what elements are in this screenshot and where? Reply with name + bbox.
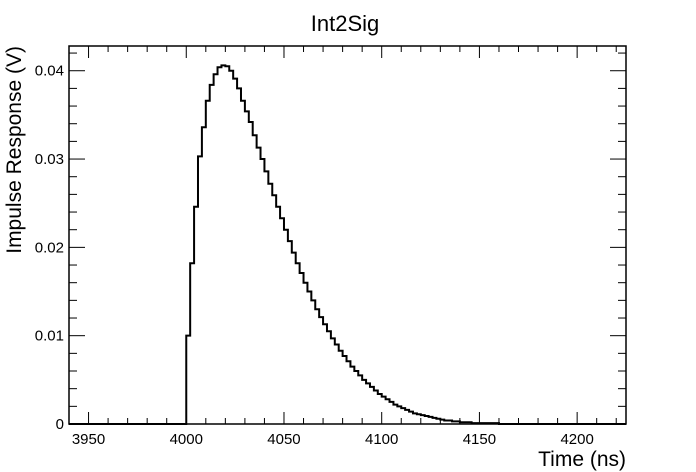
chart-title: Int2Sig (311, 11, 380, 36)
x-tick-label: 4050 (267, 431, 300, 448)
y-tick-label: 0.03 (35, 151, 64, 168)
x-tick-label: 4000 (170, 431, 203, 448)
x-tick-label: 4150 (463, 431, 496, 448)
series-step-line (69, 64, 626, 425)
y-axis-title: Impulse Response (V) (3, 46, 26, 254)
y-tick-label: 0 (56, 416, 64, 433)
x-tick-label: 3950 (72, 431, 105, 448)
x-tick-label: 4200 (560, 431, 593, 448)
x-axis-title: Time (ns) (538, 448, 626, 471)
y-tick-label: 0.04 (35, 63, 64, 80)
y-tick-label: 0.02 (35, 239, 64, 256)
y-tick-label: 0.01 (35, 328, 64, 345)
x-tick-label: 4100 (365, 431, 398, 448)
plot-frame (68, 45, 627, 425)
